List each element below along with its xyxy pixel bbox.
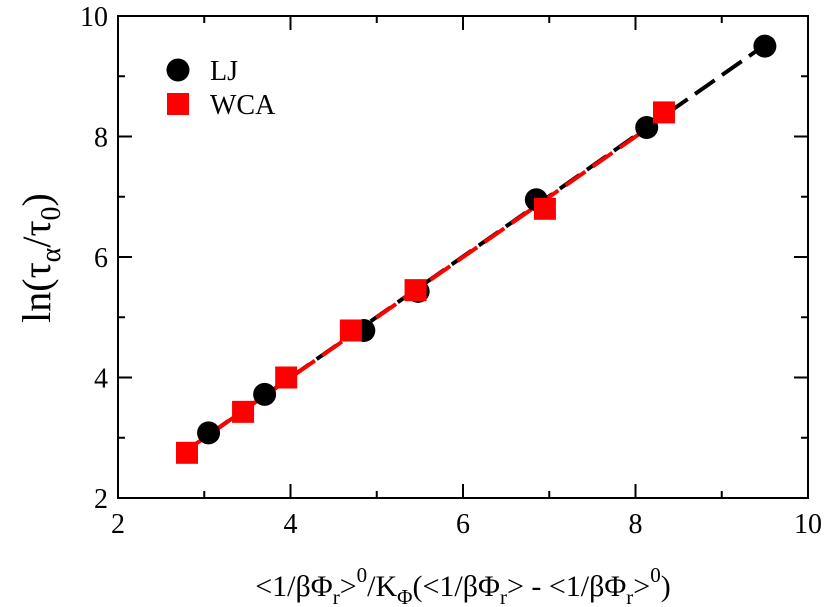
y-tick-label: 6 (94, 243, 108, 274)
y-tick-label: 2 (94, 484, 108, 515)
x-axis-label: <1/βΦr>0/KΦ(<1/βΦr> - <1/βΦr>0) (255, 563, 670, 607)
data-points (176, 34, 777, 464)
x-tick-label: 6 (456, 509, 470, 540)
point-lj (197, 421, 221, 445)
y-tick-label: 4 (94, 364, 108, 395)
x-tick-label: 8 (629, 509, 643, 540)
point-lj (753, 34, 777, 58)
point-wca (339, 319, 362, 342)
y-tick-label: 10 (80, 2, 108, 33)
point-wca (404, 279, 427, 302)
point-wca (176, 441, 198, 464)
legend-label-wca: WCA (210, 90, 276, 121)
axis-ticks: 2 4 6 8 10 2 4 6 8 10 (80, 2, 822, 540)
x-tick-label: 4 (284, 509, 298, 540)
y-tick-label: 8 (94, 123, 108, 154)
point-lj (635, 115, 659, 139)
legend-marker-lj (166, 58, 190, 82)
point-lj (253, 382, 277, 406)
point-wca (533, 197, 556, 220)
point-wca (652, 101, 675, 124)
fit-line-wca (185, 115, 666, 452)
legend-marker-wca (167, 93, 189, 115)
point-wca (232, 400, 255, 423)
x-tick-label: 2 (111, 509, 125, 540)
legend-label-lj: LJ (210, 56, 238, 87)
y-axis-label: ln(τα/τ0) (14, 193, 67, 323)
x-tick-label: 10 (794, 509, 822, 540)
point-wca (275, 366, 298, 389)
